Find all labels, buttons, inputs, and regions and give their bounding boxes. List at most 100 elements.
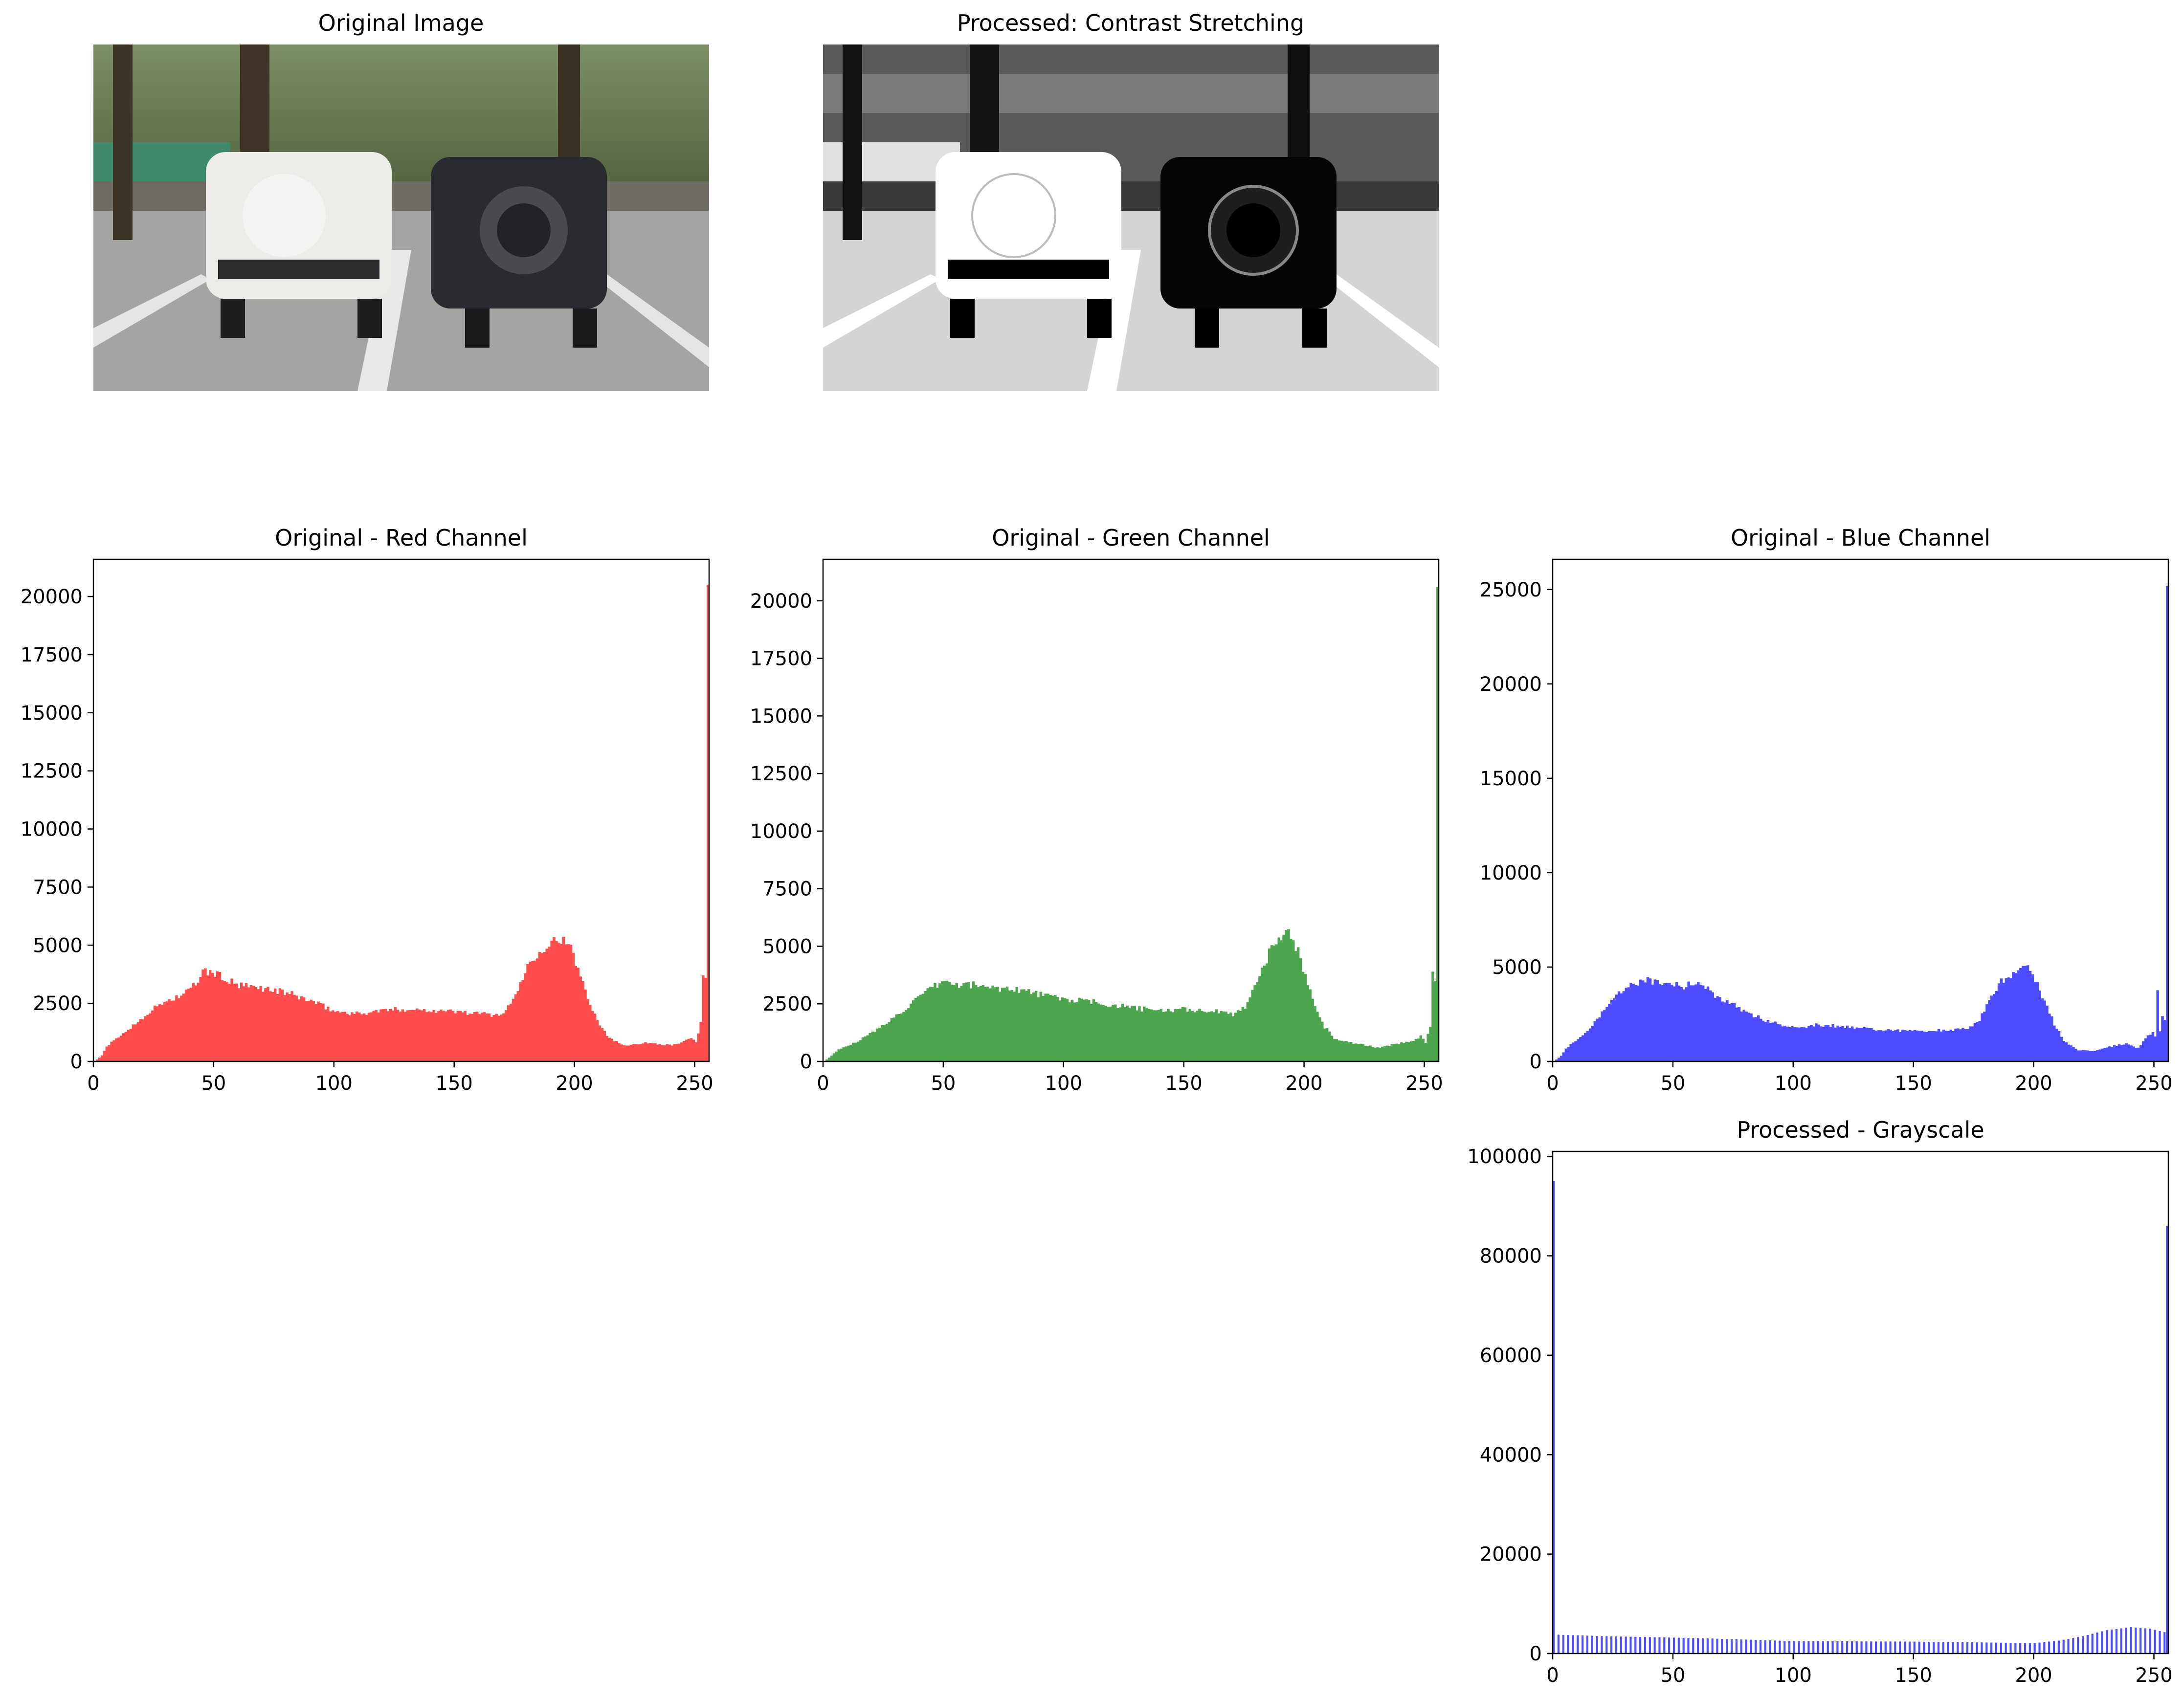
histogram-bar bbox=[1634, 985, 1637, 1061]
histogram-bar bbox=[1904, 1641, 1906, 1654]
histogram-bar bbox=[1398, 1044, 1401, 1061]
histogram-bar bbox=[264, 988, 267, 1061]
histogram-bar bbox=[300, 996, 303, 1061]
histogram-bar bbox=[1557, 1058, 1560, 1061]
histogram-bar bbox=[1812, 1026, 1815, 1061]
histogram-bar bbox=[1366, 1046, 1369, 1061]
histogram-bar bbox=[591, 1011, 594, 1061]
histogram-bar bbox=[2130, 1627, 2132, 1654]
histogram-bar bbox=[1629, 1636, 1632, 1654]
histogram-bar bbox=[869, 1033, 871, 1061]
histogram-bar bbox=[327, 1006, 330, 1061]
histogram-bar bbox=[1239, 1011, 1242, 1061]
histogram-bar bbox=[1087, 999, 1091, 1061]
histogram-bar bbox=[317, 1001, 320, 1061]
histogram-bar bbox=[916, 996, 920, 1061]
histogram-bar bbox=[218, 971, 222, 1061]
histogram-bar bbox=[2060, 1036, 2063, 1061]
histogram-bar bbox=[1562, 1052, 1565, 1061]
histogram-bar bbox=[2057, 1031, 2061, 1061]
processed-image-panel: Processed: Contrast Stretching bbox=[823, 10, 1439, 391]
histogram-bar bbox=[480, 1013, 484, 1061]
histogram-bar bbox=[1068, 1002, 1071, 1061]
histogram-bar bbox=[1884, 1030, 1888, 1061]
histogram-bar bbox=[1879, 1030, 1883, 1061]
histogram-bar bbox=[1889, 1030, 1893, 1061]
histogram-bar bbox=[1323, 1028, 1326, 1061]
histogram-bar bbox=[531, 961, 534, 1061]
histogram-bar bbox=[2055, 1028, 2058, 1061]
histogram-bar bbox=[859, 1040, 862, 1061]
histogram-bar bbox=[1567, 1047, 1570, 1061]
histogram-blue-channel: Original - Blue Channel 0 50 100 150 200 250 0 5… bbox=[1480, 525, 2173, 1095]
histogram-bar bbox=[883, 1025, 886, 1061]
axes-frame bbox=[1552, 558, 2169, 1062]
histogram-bar bbox=[881, 1025, 884, 1061]
histogram-bar bbox=[562, 936, 565, 1061]
histogram-bar bbox=[1685, 987, 1688, 1061]
histogram-bar bbox=[1812, 1641, 1815, 1654]
histogram-bar bbox=[382, 1009, 385, 1061]
histogram-bar bbox=[637, 1044, 640, 1061]
histogram-bar bbox=[1670, 985, 1673, 1061]
histogram-bar bbox=[2132, 1046, 2135, 1061]
chart-title: Original - Blue Channel bbox=[1731, 525, 1990, 551]
histogram-bar bbox=[1567, 1635, 1569, 1654]
histogram-bar bbox=[1601, 1636, 1603, 1654]
x-tick-label: 100 bbox=[1775, 1664, 1812, 1687]
histogram-bar bbox=[2036, 982, 2039, 1061]
histogram-bar bbox=[1414, 1039, 1418, 1061]
histogram-bar bbox=[2086, 1050, 2090, 1061]
x-tick-label: 100 bbox=[1045, 1072, 1082, 1095]
histogram-bar bbox=[1263, 965, 1266, 1061]
histogram-bar bbox=[1138, 1006, 1141, 1061]
histogram-bar bbox=[1340, 1040, 1343, 1061]
original-image-title: Original Image bbox=[318, 10, 484, 36]
histogram-bar bbox=[1431, 971, 1434, 1061]
histogram-bar bbox=[2019, 968, 2022, 1061]
histogram-bar bbox=[1887, 1029, 1890, 1061]
histogram-bar bbox=[1203, 1012, 1206, 1061]
histogram-bar bbox=[1629, 983, 1632, 1061]
histogram-bar bbox=[276, 993, 279, 1061]
histogram-bar bbox=[1225, 1012, 1227, 1061]
histogram-bar bbox=[1879, 1641, 1882, 1654]
x-tick-label: 50 bbox=[1660, 1072, 1685, 1095]
histogram-bar bbox=[1933, 1031, 1936, 1061]
histogram-bar bbox=[1277, 937, 1281, 1061]
histogram-bar bbox=[1653, 1637, 1656, 1654]
histogram-bar bbox=[2014, 1643, 2017, 1654]
histogram-bar bbox=[2033, 982, 2037, 1061]
histogram-bar bbox=[269, 991, 272, 1061]
histogram-bar bbox=[1617, 991, 1621, 1061]
histogram-bar bbox=[1152, 1010, 1156, 1061]
histogram-bar bbox=[1039, 992, 1043, 1061]
histogram-bar bbox=[682, 1041, 686, 1061]
x-tick-label: 250 bbox=[2135, 1072, 2172, 1095]
histogram-bar bbox=[1769, 1640, 1771, 1654]
histogram-bar bbox=[2005, 1642, 2007, 1654]
histogram-bar bbox=[1085, 999, 1088, 1061]
y-tick-label: 5000 bbox=[762, 935, 812, 958]
histogram-bar bbox=[969, 988, 973, 1061]
histogram-bar bbox=[2022, 966, 2025, 1061]
histogram-bar bbox=[356, 1011, 358, 1061]
histogram-bar bbox=[521, 980, 524, 1061]
histogram-bar bbox=[1572, 1042, 1575, 1061]
axes-frame bbox=[92, 558, 710, 1062]
histogram-bar bbox=[1555, 1059, 1558, 1061]
histogram-bar bbox=[334, 1012, 337, 1061]
histogram-bar bbox=[2065, 1042, 2068, 1061]
histogram-bar bbox=[1553, 1181, 1555, 1654]
histogram-bar bbox=[1735, 1007, 1738, 1061]
histogram-bar bbox=[1321, 1021, 1324, 1061]
histogram-bar bbox=[526, 964, 529, 1061]
histogram-bar bbox=[921, 993, 925, 1061]
histogram-bar bbox=[1196, 1011, 1199, 1061]
histogram-bar bbox=[1186, 1012, 1189, 1061]
histogram-bar bbox=[314, 1004, 317, 1061]
histogram-bar bbox=[1875, 1030, 1878, 1061]
histogram-bar bbox=[1008, 990, 1011, 1061]
histogram-bar bbox=[1682, 1637, 1685, 1654]
histogram-bar bbox=[2077, 1050, 2080, 1061]
